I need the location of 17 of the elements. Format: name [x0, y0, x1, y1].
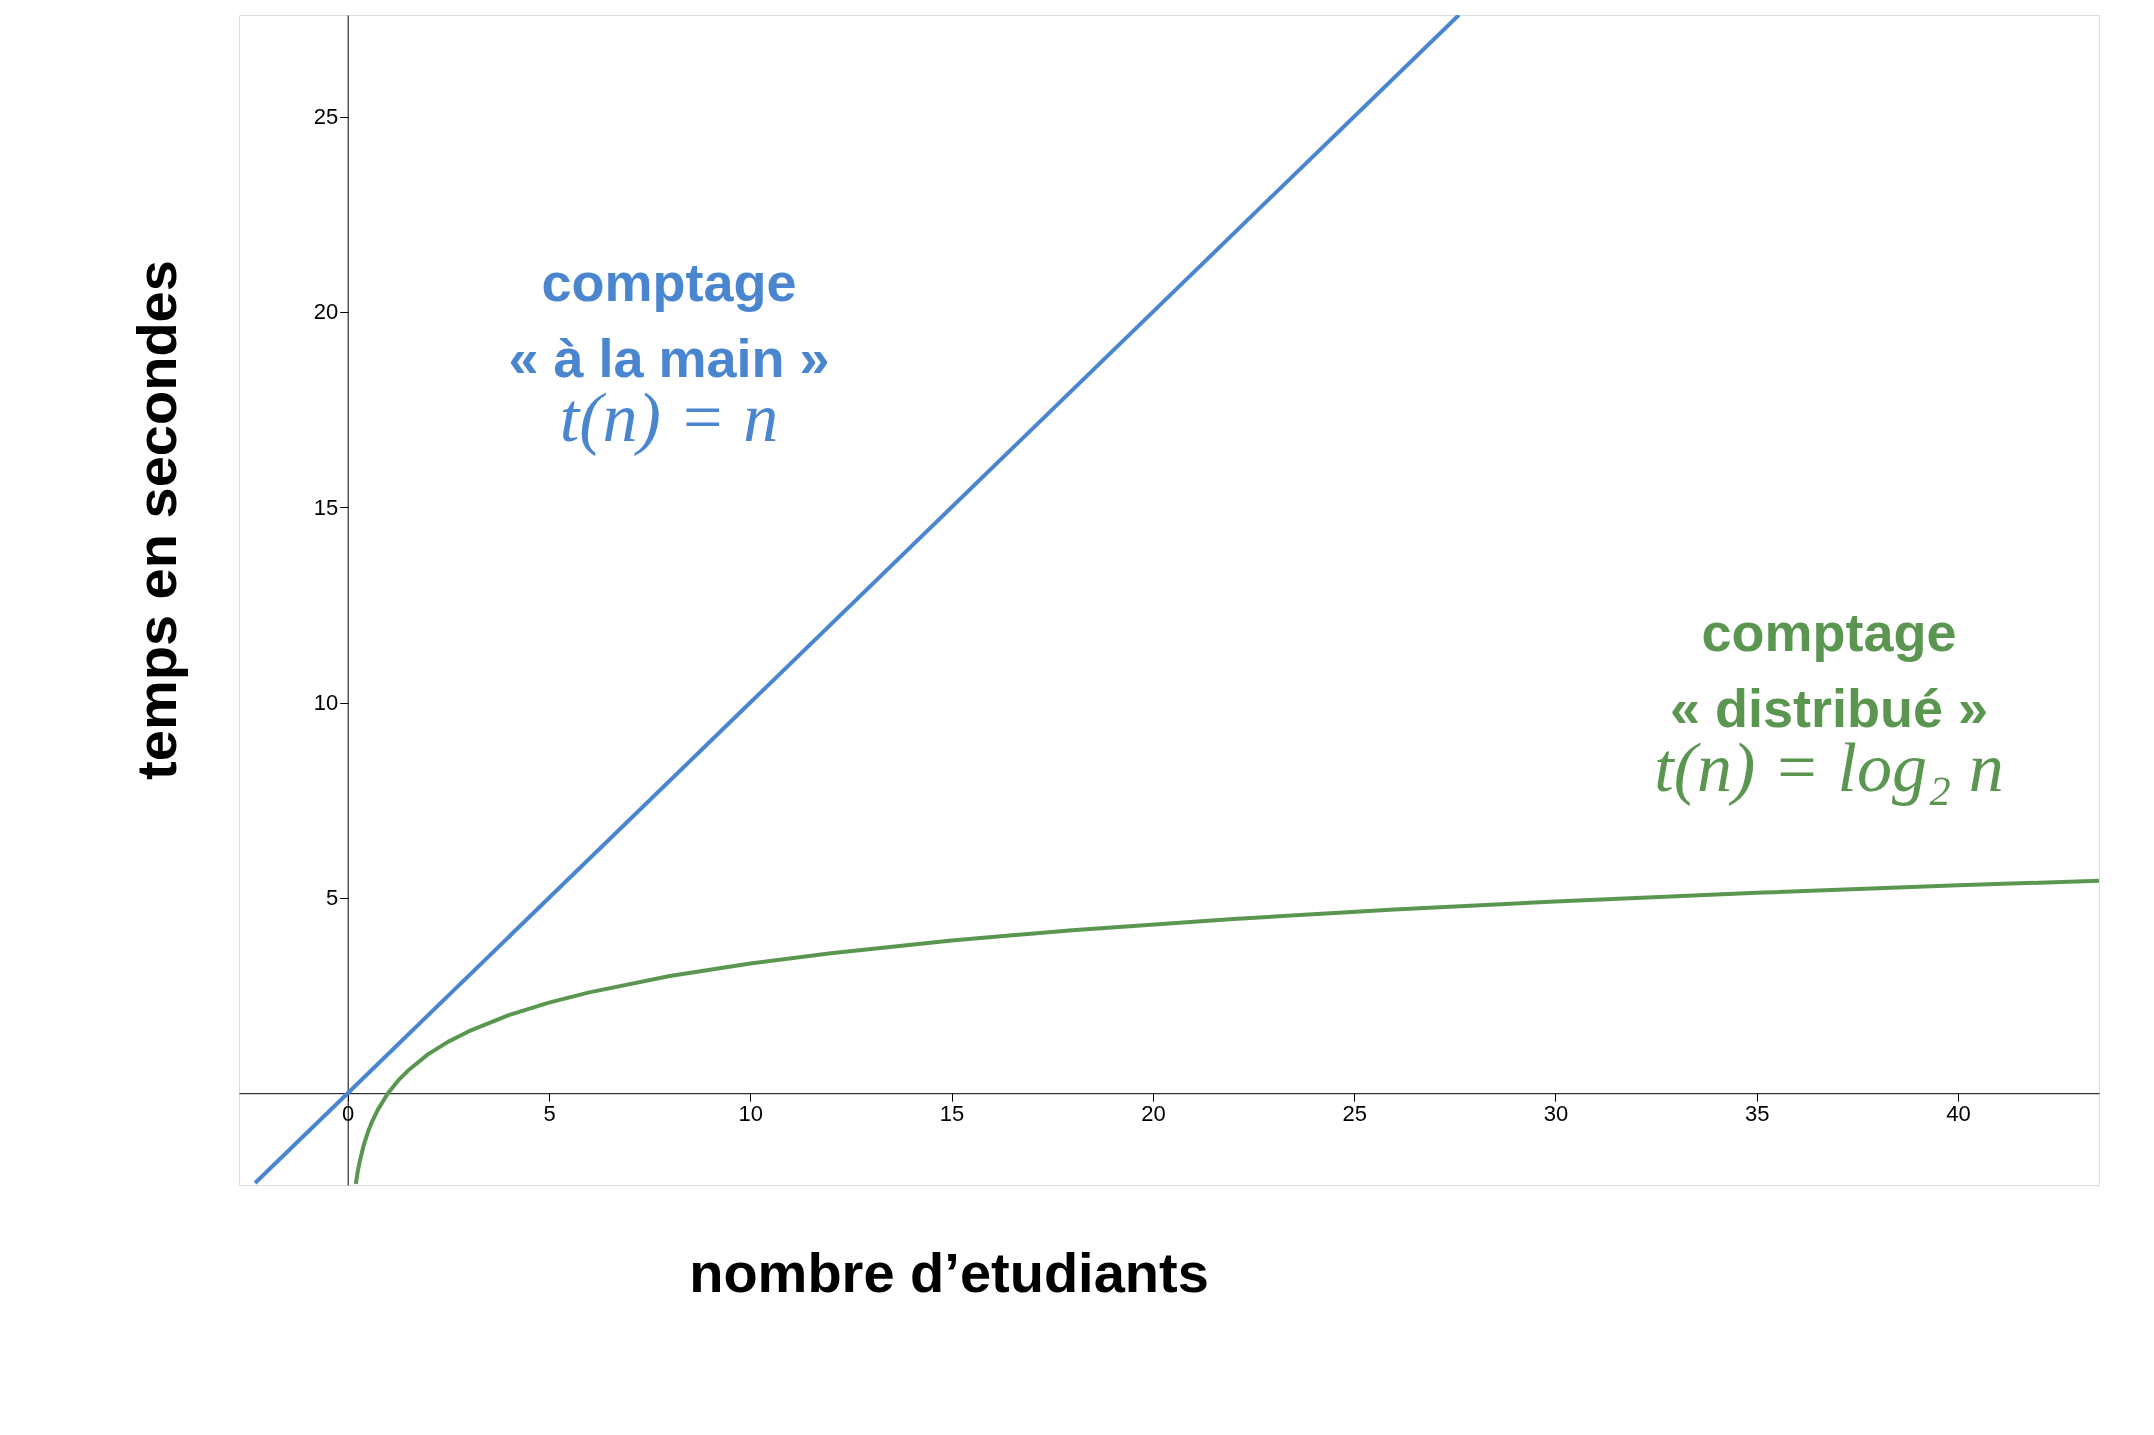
y-axis-title: temps en secondes: [125, 260, 188, 780]
x-tick-label: 20: [1141, 1100, 1166, 1126]
y-tick-label: 10: [313, 690, 339, 716]
x-tick-label: 30: [1543, 1100, 1569, 1126]
y-tick-label: 15: [313, 494, 339, 520]
x-tick-label: 35: [1745, 1100, 1770, 1126]
x-tick-label: 10: [738, 1100, 764, 1126]
x-tick-label: 40: [1946, 1100, 1971, 1126]
line-series: [353, 878, 2099, 1185]
y-tick-label: 25: [313, 104, 339, 130]
line-series: [253, 15, 1461, 1185]
x-tick-label: 5: [543, 1100, 556, 1126]
x-tick-label: 25: [1342, 1100, 1367, 1126]
x-tick-label: 15: [939, 1100, 965, 1126]
y-tick-label: 5: [325, 885, 339, 911]
x-axis-title: nombre d’etudiants: [689, 1241, 1209, 1304]
y-tick-label: 20: [313, 299, 339, 325]
